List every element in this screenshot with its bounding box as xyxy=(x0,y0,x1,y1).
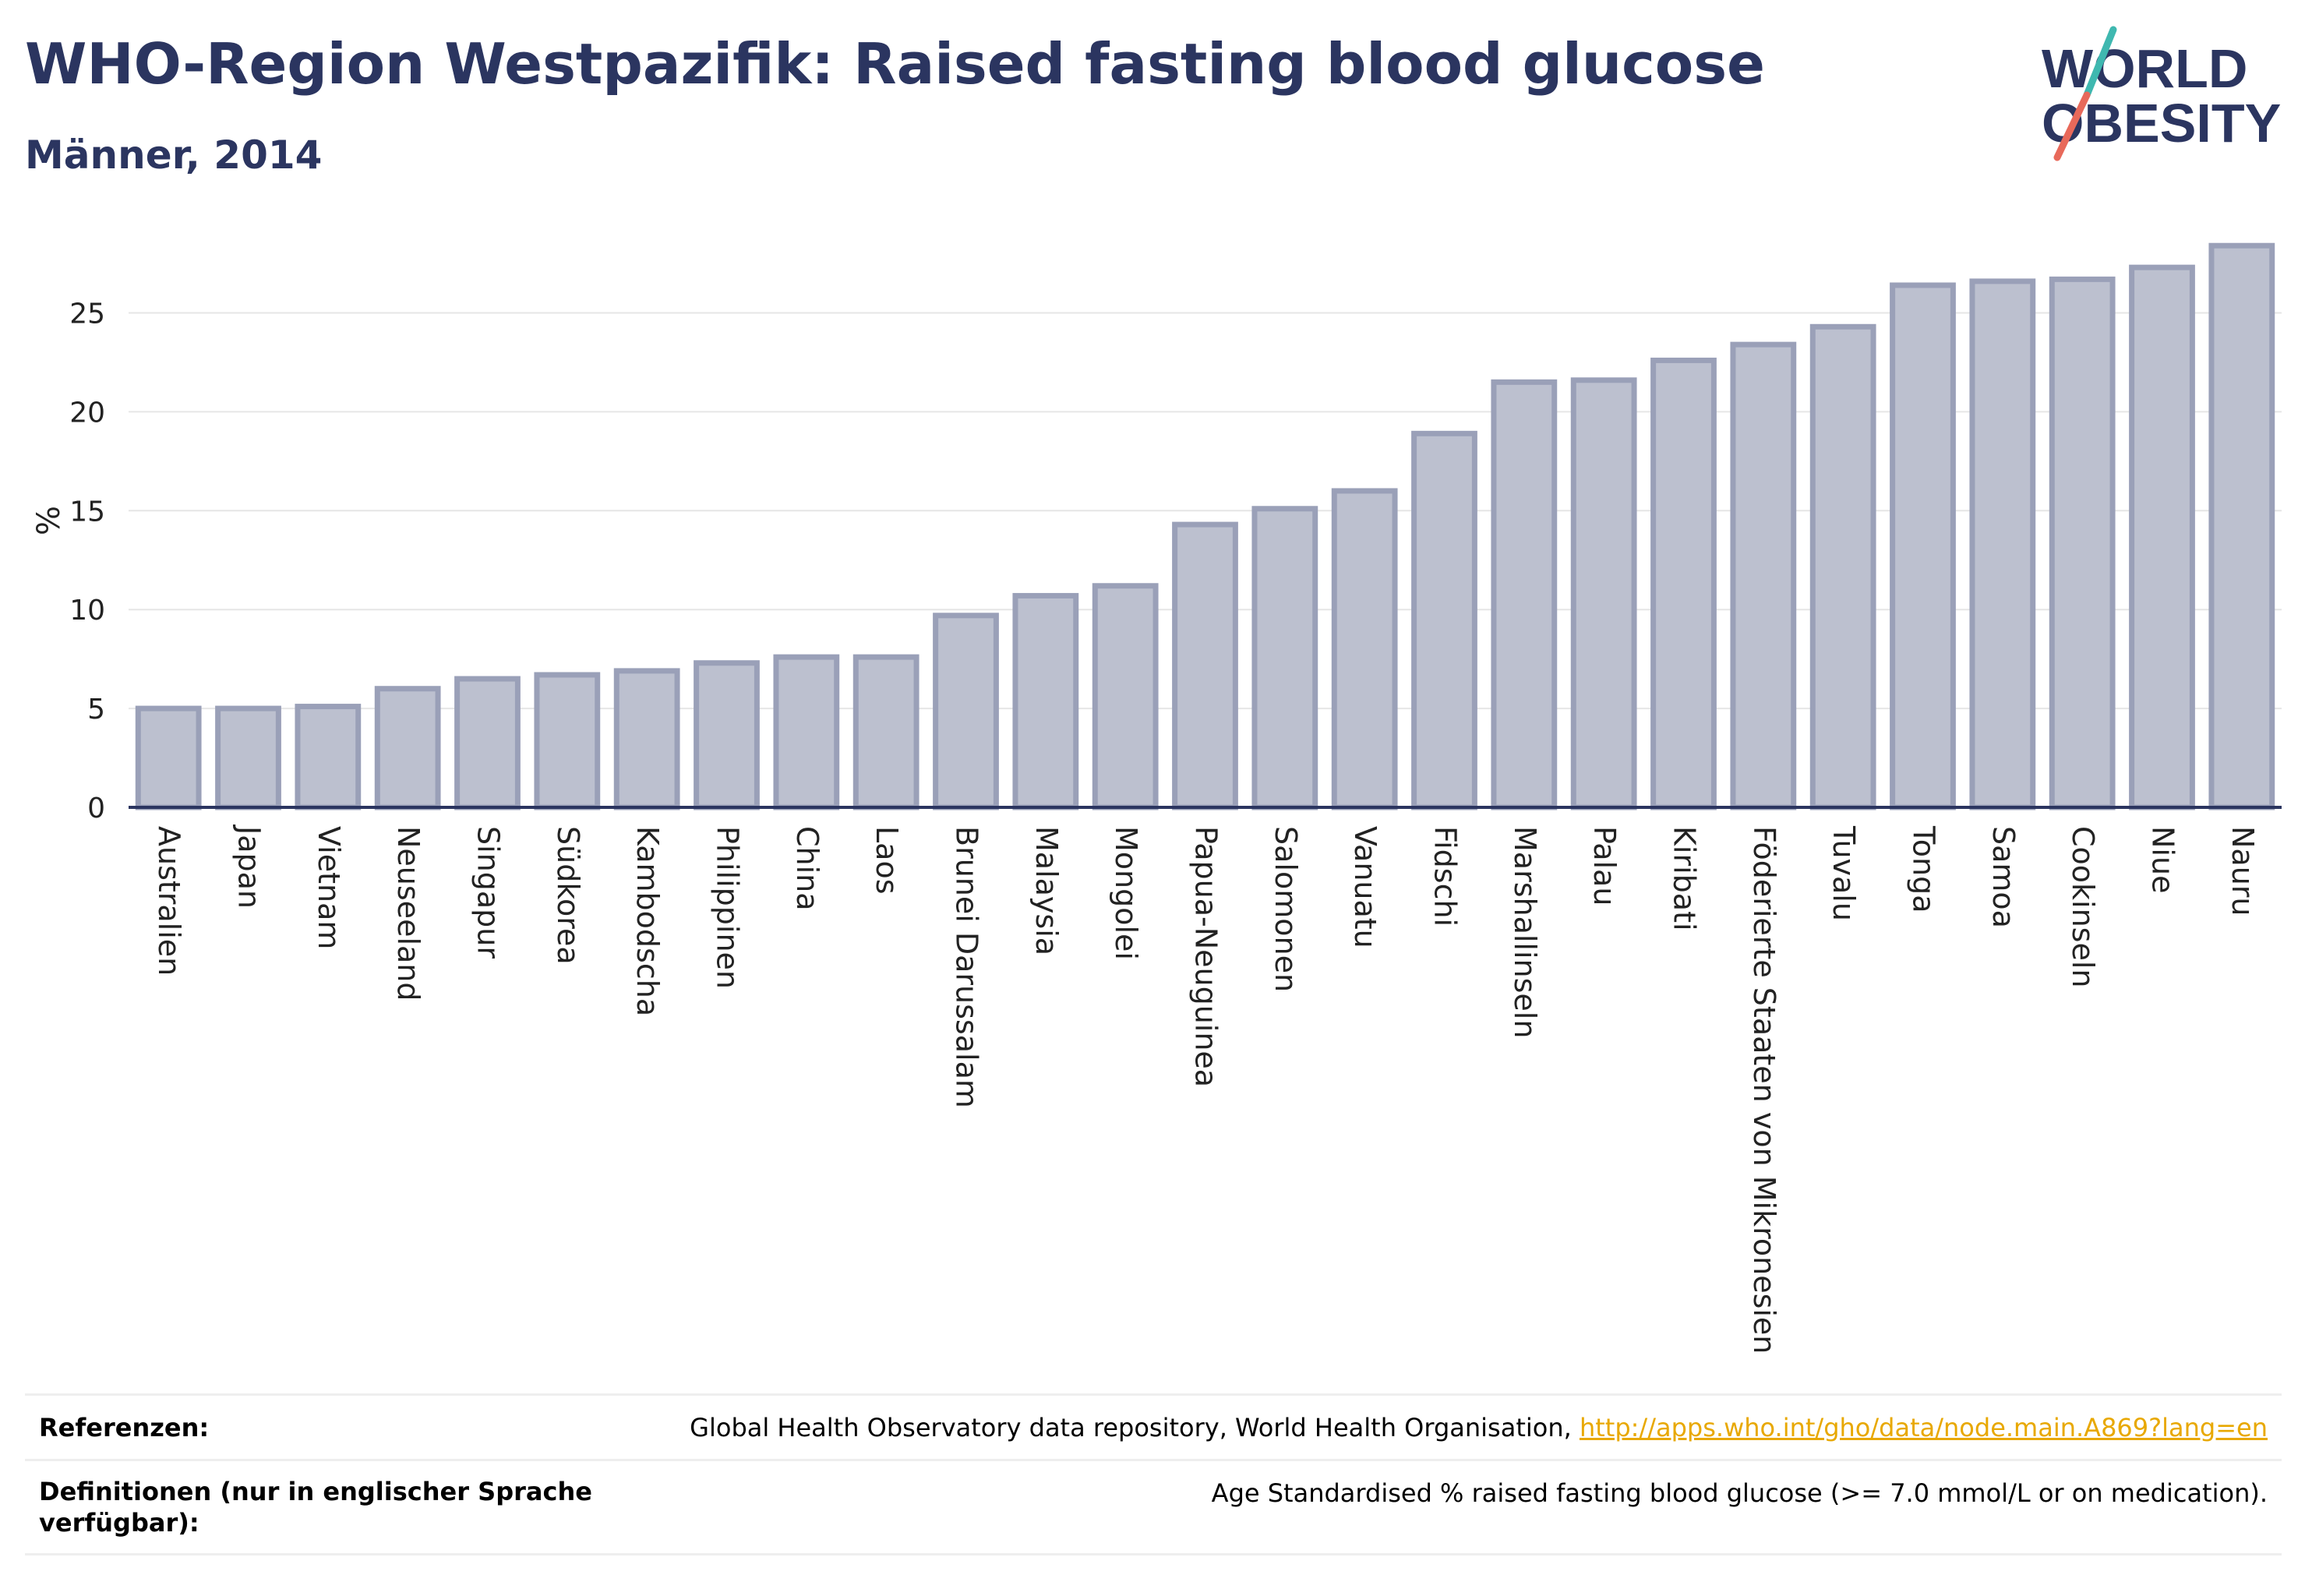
definitions-label-line2: verfügbar): xyxy=(39,1508,199,1538)
x-tick-label: China xyxy=(790,826,824,911)
x-tick-label: Nauru xyxy=(2226,826,2260,916)
x-tick-label: Tuvalu xyxy=(1827,825,1861,921)
x-tick-label: Palau xyxy=(1587,826,1622,906)
bar xyxy=(1411,430,1477,810)
x-tick-label: Samoa xyxy=(1986,826,2021,928)
logo-line1: WORLD xyxy=(2042,38,2247,99)
bar xyxy=(2129,264,2195,810)
y-tick-label: 5 xyxy=(87,694,105,726)
x-tick-label: Kiribati xyxy=(1668,826,1702,931)
references-link[interactable]: http://apps.who.int/gho/data/node.main.A… xyxy=(1579,1412,2268,1442)
bar xyxy=(1251,506,1318,810)
logo-slash-teal-icon xyxy=(2083,26,2117,99)
references-label: Referenzen: xyxy=(39,1412,210,1442)
bar xyxy=(534,672,601,810)
bar xyxy=(135,705,202,810)
x-tick-label: Fidschi xyxy=(1428,826,1463,927)
x-tick-label: Marshallinseln xyxy=(1508,826,1542,1038)
bar xyxy=(1172,521,1238,810)
x-tick-label: Laos xyxy=(870,826,904,895)
x-tick-label: Föderierte Staaten von Mikronesien xyxy=(1747,826,1781,1354)
y-tick-label: 0 xyxy=(87,793,105,824)
bar xyxy=(1012,592,1079,810)
bar xyxy=(1331,488,1398,810)
bar xyxy=(1730,341,1797,810)
bar-chart: 0 5 10 15 20 25% Australien Japan Vietnam Neuseel… xyxy=(31,242,2282,1354)
y-tick-label: 10 xyxy=(69,595,105,627)
bar xyxy=(1491,379,1558,810)
x-tick-label: Papua-Neuguinea xyxy=(1189,826,1223,1087)
x-tick-label: Salomonen xyxy=(1269,826,1303,992)
x-tick-label: Tonga xyxy=(1907,825,1941,913)
y-axis-label: % xyxy=(31,506,67,535)
x-tick-label: Philippinen xyxy=(711,826,745,989)
bar xyxy=(933,613,999,810)
bar xyxy=(852,654,920,810)
bar xyxy=(374,686,441,810)
bar xyxy=(694,660,760,810)
x-tick-label: Vietnam xyxy=(312,826,346,949)
bar xyxy=(1650,357,1717,810)
logo-slash-coral-icon xyxy=(2053,91,2091,161)
x-tick-label: Kambodscha xyxy=(630,826,665,1016)
bar xyxy=(295,704,362,810)
bar xyxy=(2208,242,2275,810)
bar xyxy=(773,654,840,810)
bar xyxy=(2049,276,2116,810)
definitions-row: Definitionen (nur in englischer Sprache … xyxy=(25,1459,2282,1555)
bar xyxy=(1570,377,1637,810)
bar xyxy=(1890,282,1956,810)
chart-subtitle: Männer, 2014 xyxy=(25,132,323,178)
y-tick-label: 20 xyxy=(69,397,105,429)
bar xyxy=(1969,278,2036,810)
references-row: Referenzen: Global Health Observatory da… xyxy=(25,1393,2282,1459)
x-tick-label: Malaysia xyxy=(1029,826,1064,955)
definitions-value: Age Standardised % raised fasting blood … xyxy=(1211,1478,2268,1508)
x-tick-label: Niue xyxy=(2146,826,2180,893)
x-tick-label: Neuseeland xyxy=(391,826,425,1001)
y-tick-label: 25 xyxy=(69,298,105,330)
x-tick-label: Südkorea xyxy=(551,826,585,965)
world-obesity-logo: WORLD OBESITY xyxy=(2042,26,2281,161)
bar xyxy=(613,668,680,810)
bar xyxy=(1092,583,1159,810)
definitions-label-line1: Definitionen (nur in englischer Sprache xyxy=(39,1477,592,1506)
x-tick-label: Cookinseln xyxy=(2066,826,2100,988)
x-tick-label: Japan xyxy=(232,824,267,909)
x-tick-label: Australien xyxy=(152,826,186,976)
chart-title: WHO-Region Westpazifik: Raised fasting b… xyxy=(25,31,1765,97)
bar xyxy=(1809,323,1876,810)
x-tick-label: Brunei Darussalam xyxy=(950,826,984,1108)
y-tick-label: 15 xyxy=(69,496,105,528)
references-text: Global Health Observatory data repositor… xyxy=(690,1412,1572,1442)
references-value: Global Health Observatory data repositor… xyxy=(690,1413,2268,1442)
bar xyxy=(454,676,521,810)
references-table: Referenzen: Global Health Observatory da… xyxy=(25,1393,2282,1555)
x-tick-label: Mongolei xyxy=(1109,826,1143,960)
bar xyxy=(215,705,281,810)
x-tick-label: Vanuatu xyxy=(1348,826,1382,948)
x-tick-label: Singapur xyxy=(471,826,506,959)
definitions-label: Definitionen (nur in englischer Sprache … xyxy=(39,1476,592,1538)
